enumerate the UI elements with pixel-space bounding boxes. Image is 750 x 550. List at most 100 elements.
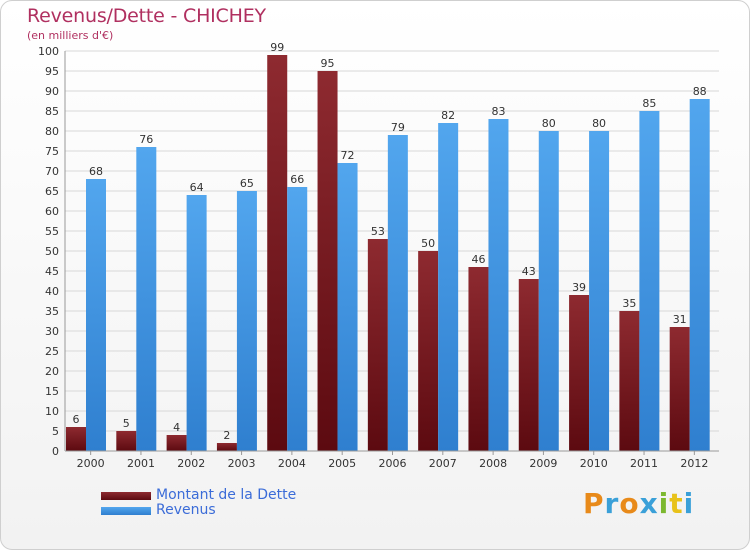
revenue-value-label: 83 [491, 105, 505, 118]
y-tick-label: 75 [45, 145, 59, 158]
debt-value-label: 31 [673, 313, 687, 326]
x-tick-label: 2010 [580, 457, 608, 470]
debt-bar [669, 327, 690, 451]
debt-bar [66, 427, 86, 451]
debt-value-label: 4 [173, 421, 180, 434]
y-tick-label: 55 [45, 225, 59, 238]
x-tick-label: 2008 [479, 457, 507, 470]
x-tick-label: 2011 [630, 457, 658, 470]
x-tick-label: 2004 [278, 457, 306, 470]
y-tick-label: 70 [45, 165, 59, 178]
y-tick-label: 20 [45, 365, 59, 378]
revenue-bar [589, 131, 610, 451]
y-tick-label: 90 [45, 85, 59, 98]
legend-swatch-debt [101, 492, 151, 500]
logo-letter: r [604, 487, 620, 520]
x-tick-label: 2001 [127, 457, 155, 470]
debt-value-label: 39 [572, 281, 586, 294]
logo-letter: i [658, 487, 670, 520]
y-tick-label: 10 [45, 405, 59, 418]
legend-label-debt: Montant de la Dette [156, 487, 297, 503]
y-tick-label: 30 [45, 325, 59, 338]
chart-title: Revenus/Dette - CHICHEY [27, 5, 266, 27]
x-tick-label: 2009 [529, 457, 557, 470]
revenue-value-label: 80 [592, 117, 606, 130]
y-tick-label: 95 [45, 65, 59, 78]
debt-bar [317, 71, 338, 451]
y-tick-label: 45 [45, 265, 59, 278]
y-tick-label: 15 [45, 385, 59, 398]
revenue-value-label: 72 [341, 149, 355, 162]
debt-bar [367, 239, 388, 451]
logo-letter: t [669, 487, 684, 520]
logo-letter: x [639, 487, 659, 520]
revenue-value-label: 85 [642, 97, 656, 110]
logo-letter: o [619, 487, 640, 520]
revenue-value-label: 64 [190, 181, 204, 194]
y-tick-label: 40 [45, 285, 59, 298]
x-tick-label: 2005 [328, 457, 356, 470]
debt-bar [468, 267, 489, 451]
revenue-value-label: 82 [441, 109, 455, 122]
revenue-bar [438, 123, 459, 451]
y-tick-label: 80 [45, 125, 59, 138]
revenue-value-label: 80 [542, 117, 556, 130]
x-tick-label: 2000 [77, 457, 105, 470]
revenue-bar [186, 195, 207, 451]
revenue-bar [86, 179, 106, 451]
chart-subtitle: (en milliers d'€) [27, 29, 114, 42]
y-tick-label: 85 [45, 105, 59, 118]
revenue-bar [689, 99, 710, 451]
revenue-bar [538, 131, 559, 451]
debt-value-label: 5 [123, 417, 130, 430]
debt-value-label: 43 [522, 265, 536, 278]
y-tick-label: 50 [45, 245, 59, 258]
revenue-value-label: 66 [290, 173, 304, 186]
logo-letter: P [583, 487, 605, 520]
debt-bar [518, 279, 539, 451]
revenue-bar [639, 111, 660, 451]
y-tick-label: 100 [38, 45, 59, 58]
debt-value-label: 46 [471, 253, 485, 266]
y-tick-label: 0 [52, 445, 59, 458]
debt-value-label: 53 [371, 225, 385, 238]
y-tick-label: 60 [45, 205, 59, 218]
revenue-bar [236, 191, 257, 451]
y-tick-label: 35 [45, 305, 59, 318]
legend-label-revenue: Revenus [156, 502, 216, 518]
debt-value-label: 99 [270, 41, 284, 54]
x-tick-label: 2006 [379, 457, 407, 470]
logo-letter: i [683, 487, 695, 520]
revenue-bar [488, 119, 509, 451]
revenue-value-label: 65 [240, 177, 254, 190]
debt-bar [116, 431, 137, 451]
x-tick-label: 2007 [429, 457, 457, 470]
debt-bar [619, 311, 640, 451]
debt-value-label: 35 [622, 297, 636, 310]
revenue-bar [387, 135, 408, 451]
debt-value-label: 2 [223, 429, 230, 442]
debt-value-label: 50 [421, 237, 435, 250]
debt-bar [166, 435, 187, 451]
debt-bar [418, 251, 439, 451]
revenue-value-label: 76 [139, 133, 153, 146]
revenue-bar [287, 187, 308, 451]
revenue-value-label: 79 [391, 121, 405, 134]
revenue-value-label: 88 [693, 85, 707, 98]
revenue-value-label: 68 [89, 165, 103, 178]
revenue-bar [136, 147, 157, 451]
x-tick-label: 2002 [177, 457, 205, 470]
revenue-bar [337, 163, 358, 451]
y-tick-label: 5 [52, 425, 59, 438]
y-tick-label: 65 [45, 185, 59, 198]
x-tick-label: 2012 [680, 457, 708, 470]
y-tick-label: 25 [45, 345, 59, 358]
proxiti-logo: Proxiti [583, 487, 694, 520]
debt-value-label: 95 [321, 57, 335, 70]
debt-bar [267, 55, 288, 451]
x-tick-label: 2003 [228, 457, 256, 470]
debt-bar [569, 295, 590, 451]
debt-bar [216, 443, 237, 451]
